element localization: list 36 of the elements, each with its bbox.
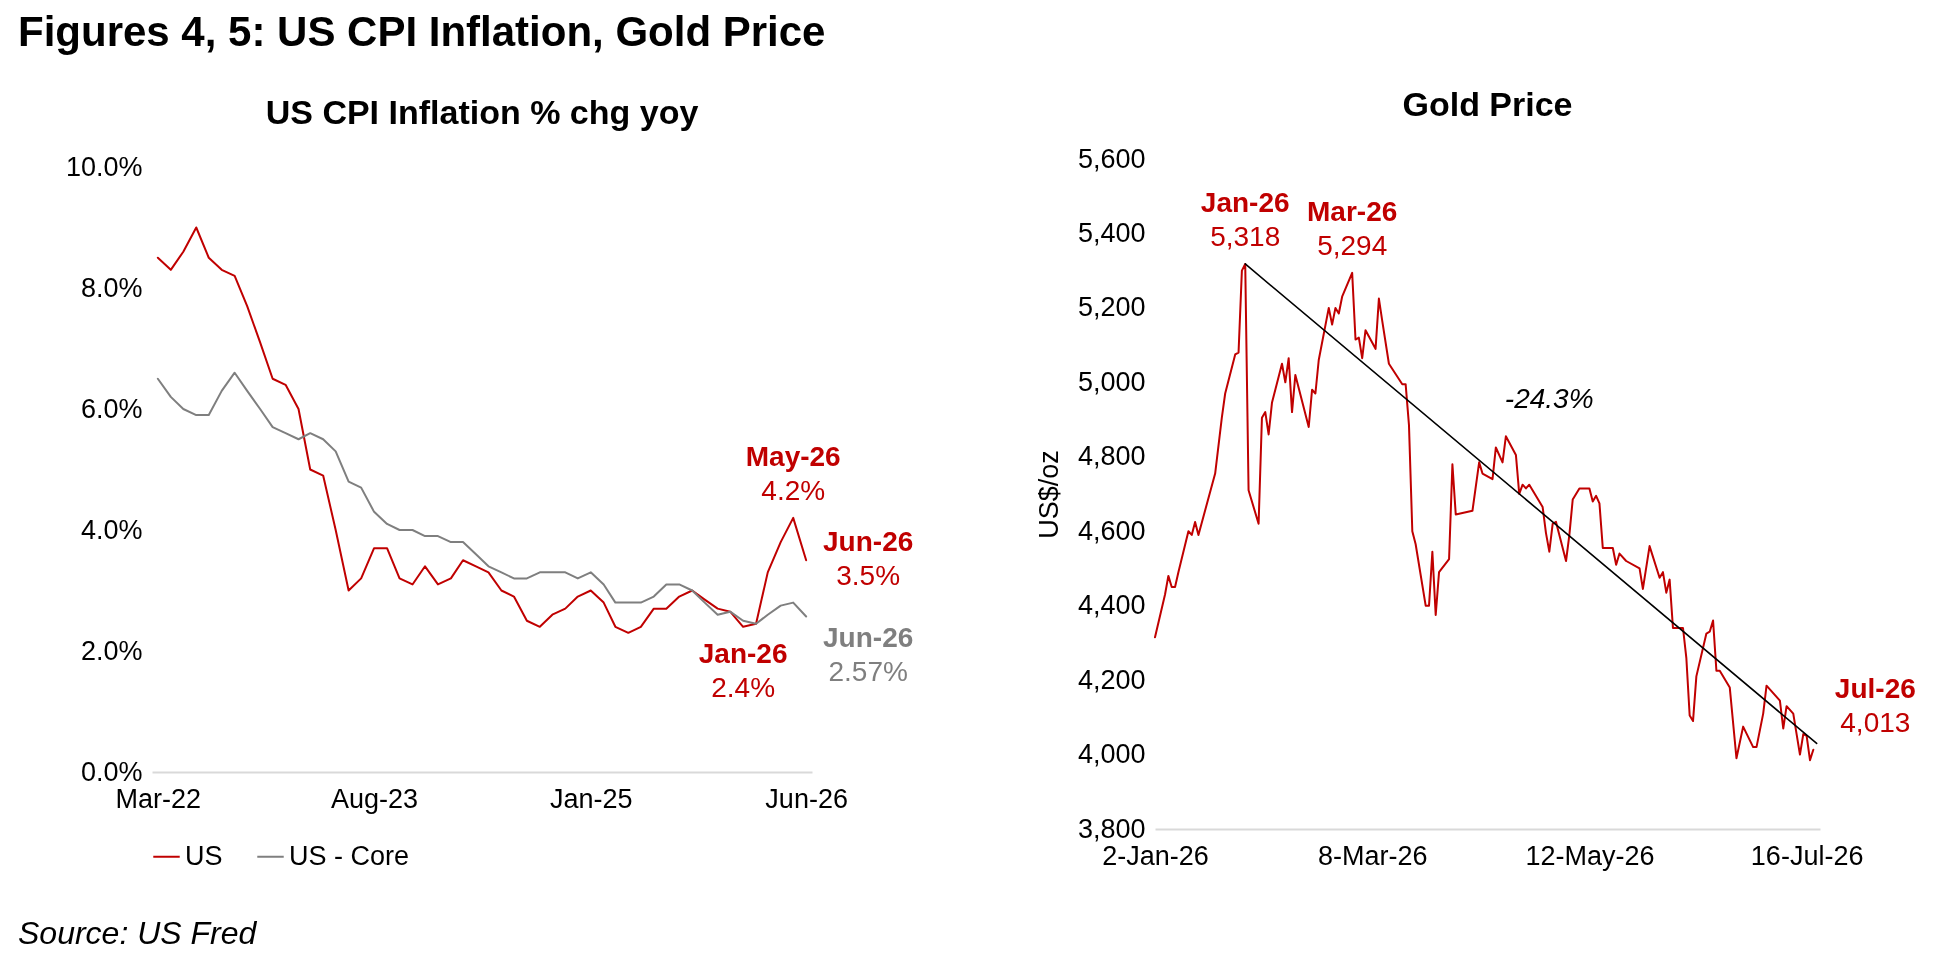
annotation: Jun-26 3.5% bbox=[823, 526, 914, 592]
x-tick-label: Jan-25 bbox=[549, 783, 633, 814]
chart-subtitle: US CPI Inflation % chg yoy bbox=[265, 93, 699, 131]
source-note: Source: US Fred bbox=[18, 915, 257, 952]
annotation: Jan-26 5,318 bbox=[1200, 186, 1290, 252]
x-tick-label: 8-Mar-26 bbox=[1317, 840, 1428, 871]
y-tick-label: 4,200 bbox=[1077, 664, 1146, 695]
y-tick-label: 5,400 bbox=[1077, 217, 1146, 248]
annotation: Jan-26 2.4% bbox=[698, 637, 788, 703]
y-tick-label: 4,600 bbox=[1077, 515, 1146, 546]
y-tick-label: 8.0% bbox=[80, 272, 143, 303]
y-tick-label: 4,000 bbox=[1077, 739, 1146, 770]
annotation: Jun-26 2.57% bbox=[823, 621, 914, 687]
y-tick-label: 4,800 bbox=[1077, 441, 1146, 472]
y-axis-title: US$/oz bbox=[1033, 450, 1064, 539]
y-tick-label: 5,200 bbox=[1077, 292, 1146, 323]
y-tick-label: 5,600 bbox=[1077, 143, 1146, 174]
annotation: Mar-26 5,294 bbox=[1307, 195, 1398, 261]
y-tick-label: 5,000 bbox=[1077, 366, 1146, 397]
y-tick-label: 4,400 bbox=[1077, 590, 1146, 621]
line-series bbox=[1154, 262, 1815, 762]
x-tick-label: Jun-26 bbox=[765, 783, 848, 814]
y-tick-label: 4.0% bbox=[80, 514, 143, 545]
legend-label: US bbox=[185, 840, 223, 871]
chart-title: Gold Price bbox=[1402, 85, 1573, 123]
x-tick-label: Aug-23 bbox=[331, 783, 419, 814]
x-tick-label: 16-Jul-26 bbox=[1750, 840, 1864, 871]
annotation: May-26 4.2% bbox=[745, 440, 841, 506]
y-tick-label: 6.0% bbox=[80, 393, 143, 424]
y-tick-label: 2.0% bbox=[80, 635, 143, 666]
chart-title: Figures 4, 5: US CPI Inflation, Gold Price bbox=[18, 8, 826, 56]
x-tick-label: 12-May-26 bbox=[1525, 840, 1655, 871]
y-tick-label: 10.0% bbox=[65, 151, 143, 182]
annotation: -24.3% bbox=[1504, 382, 1594, 414]
legend-label: US - Core bbox=[289, 840, 410, 871]
annotation: Jul-26 4,013 bbox=[1834, 672, 1916, 738]
